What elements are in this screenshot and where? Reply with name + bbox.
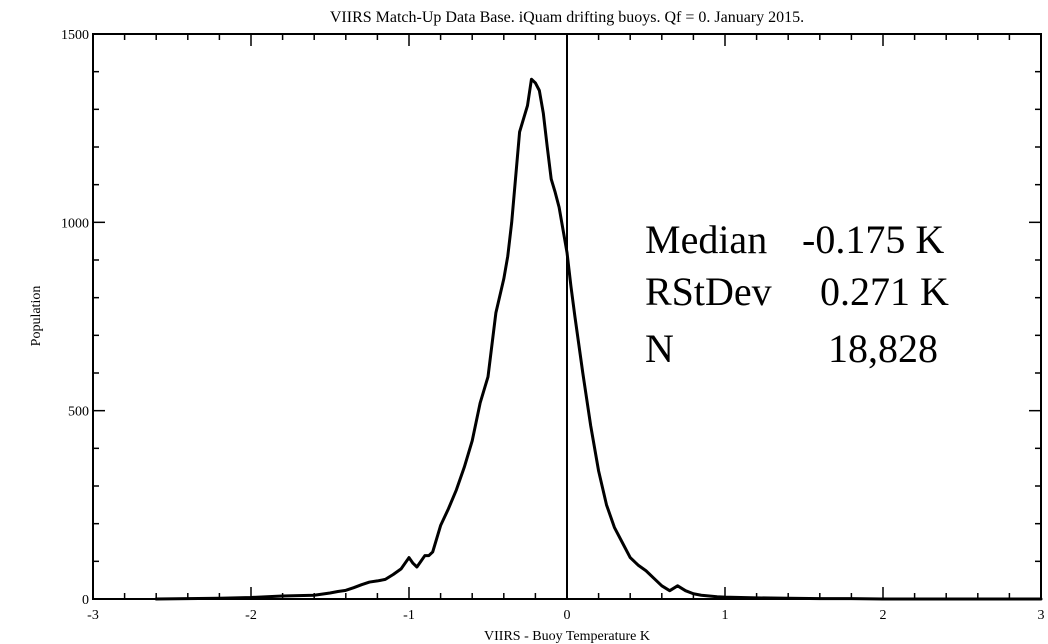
median-value: -0.175 K [802, 217, 944, 262]
x-tick-label: -3 [87, 608, 99, 623]
rstdev-label: RStDev [645, 269, 772, 314]
x-tick-label: -1 [403, 608, 415, 623]
x-tick-label: 2 [880, 608, 887, 623]
y-tick-label: 1000 [61, 216, 89, 231]
x-tick-label: -2 [245, 608, 257, 623]
y-axis-ticks: 0 500 1000 1500 [61, 28, 1041, 608]
x-tick-label: 0 [564, 608, 571, 623]
population-curve [154, 77, 1043, 601]
rstdev-value: 0.271 K [820, 269, 949, 314]
statistics-annotation: Median -0.175 K RStDev 0.271 K N 18,828 [645, 217, 949, 371]
y-tick-label: 1500 [61, 28, 89, 43]
median-label: Median [645, 217, 767, 262]
n-value: 18,828 [828, 326, 938, 371]
n-label: N [645, 326, 674, 371]
x-axis-ticks: -3 -2 -1 0 1 2 3 [87, 34, 1045, 623]
y-axis-label: Population [29, 286, 44, 347]
x-tick-label: 3 [1038, 608, 1045, 623]
x-axis-label: VIIRS - Buoy Temperature K [484, 629, 650, 644]
y-tick-label: 0 [82, 593, 89, 608]
y-tick-label: 500 [68, 405, 89, 420]
x-tick-label: 1 [722, 608, 729, 623]
chart-title: VIIRS Match-Up Data Base. iQuam drifting… [330, 9, 804, 26]
